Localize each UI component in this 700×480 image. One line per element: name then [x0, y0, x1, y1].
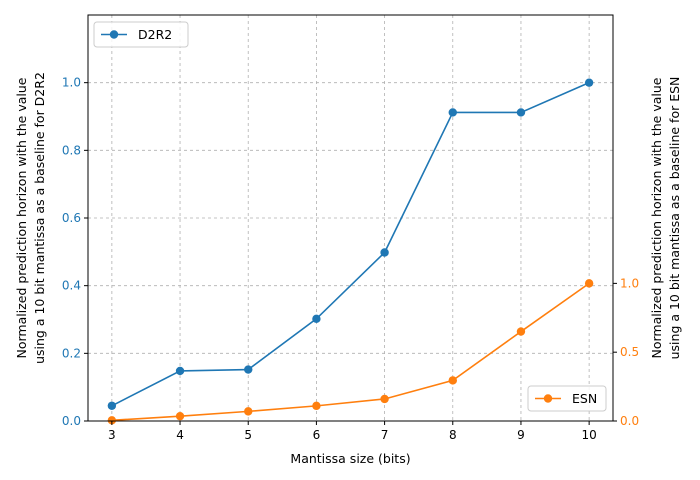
left-y-axis-label-line: Normalized prediction horizon with the v…	[14, 77, 29, 358]
right-y-tick-label: 0.0	[620, 414, 639, 428]
right-y-axis-label: Normalized prediction horizon with the v…	[649, 77, 682, 360]
series-line-d2r2	[111, 81, 590, 407]
data-point-d2r2	[175, 366, 185, 376]
grid-lines	[88, 15, 613, 422]
legend-box	[527, 385, 607, 412]
data-point-d2r2	[107, 401, 117, 410]
legend-label: D2R2	[138, 27, 172, 42]
legend-box	[93, 21, 189, 48]
series-layer	[107, 78, 594, 425]
data-point-esn	[107, 416, 117, 425]
data-point-esn	[516, 327, 526, 336]
x-axis-label: Mantissa size (bits)	[290, 451, 410, 466]
data-point-d2r2	[448, 108, 457, 117]
right-y-axis-label-line: using a 10 bit mantissa as a baseline fo…	[667, 77, 682, 360]
data-point-d2r2	[380, 248, 389, 257]
right-y-tick-label: 0.5	[620, 345, 639, 359]
data-point-d2r2	[312, 314, 321, 324]
axes: 3 4 5 6 7 8 9 10 0.0 0.2 0.4 0.6 0.8 1.0 0.0 0.5 1.0	[62, 76, 639, 442]
x-tick-label: 6	[313, 428, 321, 442]
x-tick-label: 5	[244, 428, 252, 442]
legend-marker	[543, 394, 553, 403]
data-point-d2r2	[244, 365, 253, 374]
left-y-axis-label: Normalized prediction horizon with the v…	[14, 72, 47, 364]
left-y-tick-label: 1.0	[62, 76, 81, 90]
data-point-esn	[244, 407, 253, 416]
data-point-d2r2	[584, 78, 594, 87]
data-point-esn	[584, 279, 594, 288]
right-y-tick-label: 1.0	[620, 276, 639, 290]
legend-label: ESN	[572, 391, 597, 406]
legends: D2R2 ESN	[93, 21, 607, 412]
legend-d2r2: D2R2	[93, 21, 189, 48]
series-line-esn	[111, 282, 590, 422]
x-tick-label: 9	[517, 428, 525, 442]
axis-labels: Mantissa size (bits) Normalized predictio…	[14, 72, 682, 466]
data-point-esn	[448, 376, 457, 385]
x-tick-label: 7	[381, 428, 389, 442]
x-tick-label: 4	[176, 428, 184, 442]
legend-marker	[109, 30, 119, 39]
left-y-tick-label: 0.0	[62, 414, 81, 428]
legend-esn: ESN	[527, 385, 607, 412]
x-tick-label: 8	[449, 428, 457, 442]
left-y-tick-label: 0.8	[62, 143, 81, 157]
left-y-tick-label: 0.4	[62, 279, 81, 293]
data-point-esn	[175, 411, 185, 421]
left-y-tick-label: 0.2	[62, 346, 81, 360]
data-point-d2r2	[516, 108, 526, 117]
data-point-esn	[380, 394, 389, 404]
right-y-axis-label-line: Normalized prediction horizon with the v…	[649, 77, 664, 358]
x-tick-label: 3	[108, 428, 116, 442]
left-y-tick-label: 0.6	[62, 211, 81, 225]
data-point-esn	[312, 401, 321, 411]
left-y-axis-label-line: using a 10 bit mantissa as a baseline fo…	[32, 72, 47, 364]
x-tick-label: 10	[581, 428, 596, 442]
